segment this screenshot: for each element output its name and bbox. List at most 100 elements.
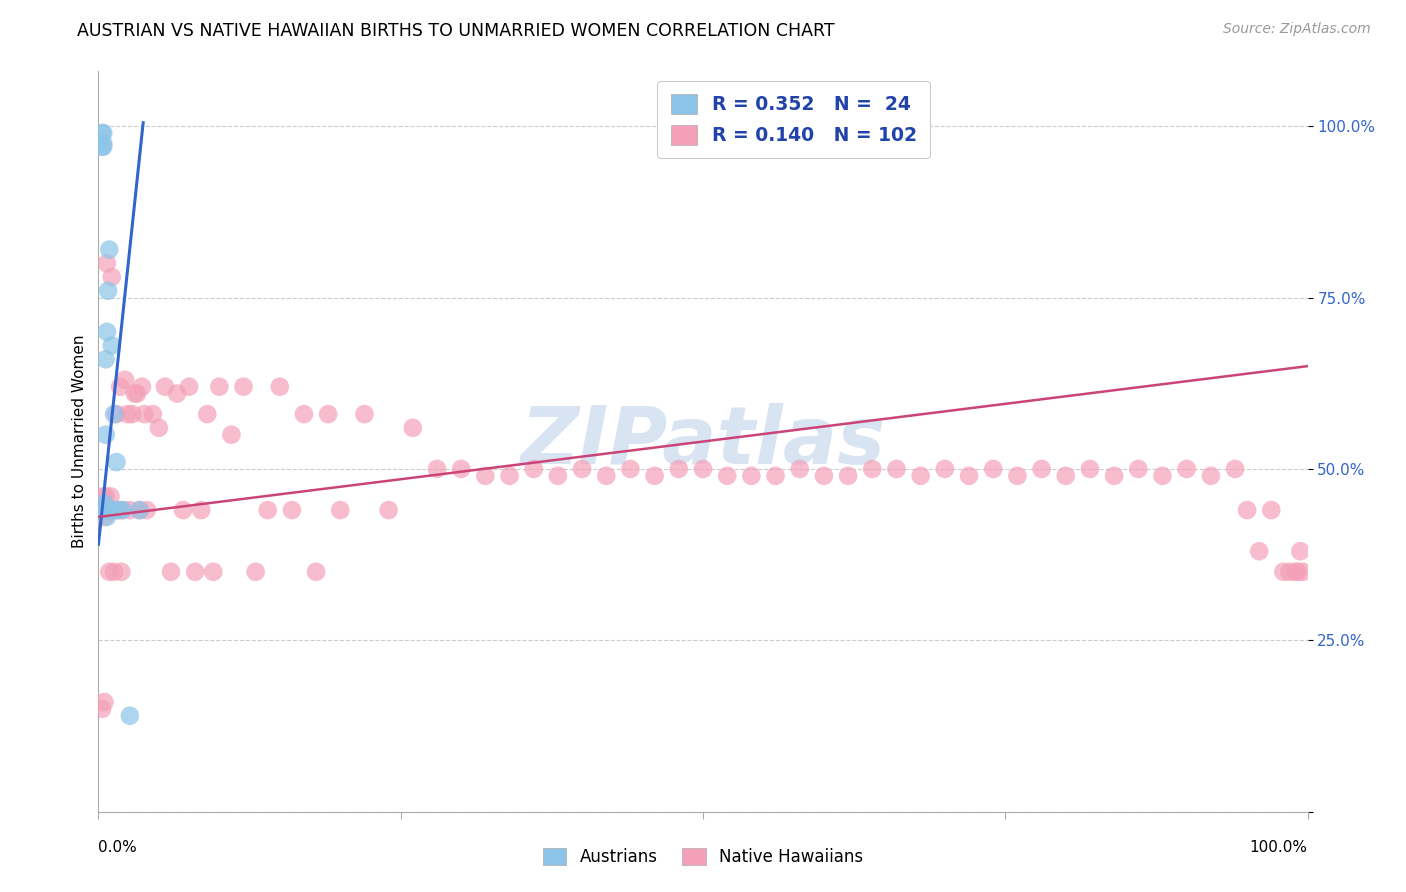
Point bbox=[934, 462, 956, 476]
Point bbox=[523, 462, 546, 476]
Point bbox=[190, 503, 212, 517]
Point bbox=[94, 352, 117, 367]
Point bbox=[1236, 503, 1258, 517]
Point bbox=[595, 468, 617, 483]
Point bbox=[1249, 544, 1271, 558]
Point bbox=[93, 496, 115, 510]
Point bbox=[93, 510, 115, 524]
Point bbox=[765, 468, 787, 483]
Point bbox=[153, 380, 176, 394]
Point bbox=[124, 386, 146, 401]
Point bbox=[97, 503, 120, 517]
Point bbox=[377, 503, 399, 517]
Point bbox=[1031, 462, 1053, 476]
Point bbox=[837, 468, 859, 483]
Point bbox=[118, 503, 141, 517]
Point bbox=[104, 503, 127, 517]
Point bbox=[90, 503, 112, 517]
Point bbox=[1286, 565, 1309, 579]
Point bbox=[100, 270, 122, 285]
Point bbox=[118, 708, 141, 723]
Point bbox=[107, 503, 129, 517]
Point bbox=[142, 407, 165, 421]
Point bbox=[1284, 565, 1306, 579]
Point bbox=[100, 489, 122, 503]
Point bbox=[94, 503, 117, 517]
Point bbox=[1102, 468, 1125, 483]
Point bbox=[166, 386, 188, 401]
Point bbox=[98, 503, 121, 517]
Point bbox=[96, 256, 118, 270]
Point bbox=[93, 503, 115, 517]
Point bbox=[91, 702, 114, 716]
Point bbox=[221, 427, 243, 442]
Point bbox=[1260, 503, 1282, 517]
Point bbox=[101, 503, 124, 517]
Point bbox=[91, 126, 114, 140]
Point bbox=[96, 325, 118, 339]
Point bbox=[292, 407, 315, 421]
Point bbox=[886, 462, 908, 476]
Legend: R = 0.352   N =  24, R = 0.140   N = 102: R = 0.352 N = 24, R = 0.140 N = 102 bbox=[658, 81, 929, 158]
Text: 100.0%: 100.0% bbox=[1250, 840, 1308, 855]
Point bbox=[232, 380, 254, 394]
Point bbox=[402, 421, 425, 435]
Point bbox=[91, 503, 114, 517]
Point bbox=[94, 489, 117, 503]
Point bbox=[644, 468, 666, 483]
Point bbox=[353, 407, 375, 421]
Point bbox=[316, 407, 339, 421]
Point bbox=[135, 503, 157, 517]
Point bbox=[1007, 468, 1029, 483]
Text: 0.0%: 0.0% bbox=[98, 840, 138, 855]
Point bbox=[90, 503, 112, 517]
Point bbox=[281, 503, 304, 517]
Point bbox=[93, 500, 115, 514]
Point bbox=[692, 462, 714, 476]
Point bbox=[91, 503, 114, 517]
Point bbox=[1272, 565, 1295, 579]
Point bbox=[105, 455, 128, 469]
Point bbox=[91, 136, 114, 151]
Point bbox=[117, 407, 139, 421]
Point bbox=[329, 503, 352, 517]
Point bbox=[98, 243, 121, 257]
Point bbox=[160, 565, 183, 579]
Point bbox=[96, 503, 118, 517]
Point bbox=[245, 565, 267, 579]
Point bbox=[498, 468, 520, 483]
Point bbox=[202, 565, 225, 579]
Point bbox=[1054, 468, 1077, 483]
Point bbox=[1278, 565, 1301, 579]
Point bbox=[91, 140, 114, 154]
Point bbox=[100, 503, 122, 517]
Point bbox=[91, 489, 114, 503]
Point bbox=[108, 503, 131, 517]
Point bbox=[179, 380, 201, 394]
Point bbox=[100, 338, 122, 352]
Point bbox=[128, 503, 150, 517]
Point bbox=[108, 380, 131, 394]
Point bbox=[256, 503, 278, 517]
Point bbox=[98, 565, 121, 579]
Point bbox=[172, 503, 194, 517]
Point bbox=[571, 462, 593, 476]
Point bbox=[981, 462, 1004, 476]
Point bbox=[957, 468, 980, 483]
Point bbox=[105, 407, 128, 421]
Point bbox=[94, 427, 117, 442]
Point bbox=[740, 468, 762, 483]
Point bbox=[426, 462, 449, 476]
Text: AUSTRIAN VS NATIVE HAWAIIAN BIRTHS TO UNMARRIED WOMEN CORRELATION CHART: AUSTRIAN VS NATIVE HAWAIIAN BIRTHS TO UN… bbox=[77, 22, 835, 40]
Point bbox=[91, 140, 114, 154]
Point bbox=[1175, 462, 1198, 476]
Point bbox=[619, 462, 641, 476]
Point bbox=[1078, 462, 1101, 476]
Point bbox=[195, 407, 218, 421]
Point bbox=[547, 468, 569, 483]
Point bbox=[91, 126, 114, 140]
Point bbox=[910, 468, 932, 483]
Point bbox=[111, 503, 134, 517]
Point bbox=[668, 462, 690, 476]
Text: Source: ZipAtlas.com: Source: ZipAtlas.com bbox=[1223, 22, 1371, 37]
